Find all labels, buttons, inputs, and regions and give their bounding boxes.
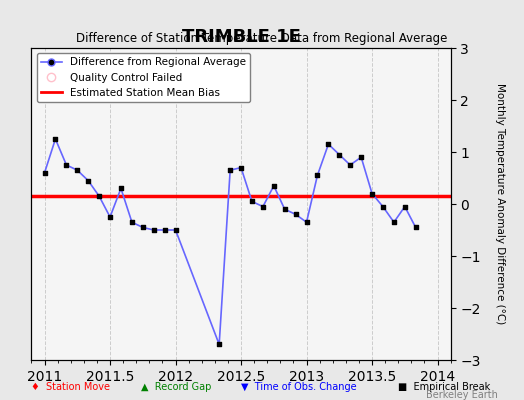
Point [226,167,234,174]
Point [270,182,278,189]
Point [248,198,256,205]
Point [215,341,223,348]
Point [95,193,103,199]
Point [280,206,289,212]
Point [411,224,420,230]
Point [357,154,365,160]
Legend: Difference from Regional Average, Quality Control Failed, Estimated Station Mean: Difference from Regional Average, Qualit… [37,53,250,102]
Text: ■  Empirical Break: ■ Empirical Break [398,382,490,392]
Point [346,162,354,168]
Point [335,151,344,158]
Point [160,227,169,233]
Text: ▼  Time of Obs. Change: ▼ Time of Obs. Change [241,382,357,392]
Point [401,203,409,210]
Point [379,203,387,210]
Point [51,136,60,142]
Point [84,178,92,184]
Point [62,162,71,168]
Point [291,211,300,218]
Point [324,141,333,147]
Point [117,185,125,192]
Point [259,203,267,210]
Text: ▲  Record Gap: ▲ Record Gap [141,382,212,392]
Point [313,172,322,178]
Point [40,170,49,176]
Text: Difference of Station Temperature Data from Regional Average: Difference of Station Temperature Data f… [77,32,447,45]
Point [368,190,376,197]
Point [237,164,245,171]
Point [149,227,158,233]
Text: ♦  Station Move: ♦ Station Move [31,382,111,392]
Point [139,224,147,230]
Point [302,219,311,225]
Point [128,219,136,225]
Point [106,214,114,220]
Y-axis label: Monthly Temperature Anomaly Difference (°C): Monthly Temperature Anomaly Difference (… [495,83,505,325]
Text: Berkeley Earth: Berkeley Earth [426,390,498,400]
Point [73,167,82,174]
Point [171,227,180,233]
Title: TRIMBLE 1E: TRIMBLE 1E [182,28,300,46]
Point [390,219,398,225]
